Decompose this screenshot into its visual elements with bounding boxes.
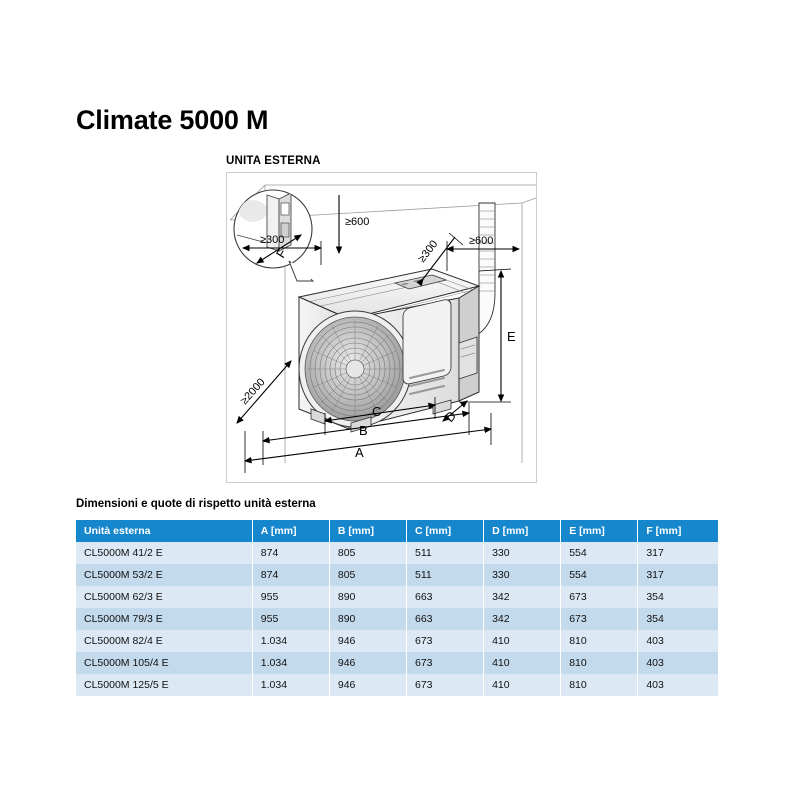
cell-d: 330: [483, 542, 562, 564]
cell-unit: CL5000M 125/5 E: [76, 674, 253, 696]
cell-c: 673: [406, 652, 485, 674]
dimensions-table: Unità esterna A [mm] B [mm] C [mm] D [mm…: [76, 520, 718, 696]
cell-f: 403: [637, 674, 718, 696]
column-header-f: F [mm]: [637, 520, 718, 542]
table-row: CL5000M 41/2 E 874 805 511 330 554 317: [76, 542, 718, 564]
cell-c: 663: [406, 608, 485, 630]
cell-c: 511: [406, 564, 485, 586]
clearance-back: [416, 232, 464, 287]
page-title: Climate 5000 M: [76, 105, 269, 135]
column-header-d: D [mm]: [483, 520, 562, 542]
table-caption: Dimensioni e quote di rispetto unità est…: [76, 498, 316, 510]
cell-d: 342: [483, 586, 562, 608]
cell-c: 663: [406, 586, 485, 608]
table-row: CL5000M 105/4 E 1.034 946 673 410 810 40…: [76, 652, 718, 674]
cell-b: 946: [329, 652, 407, 674]
clearance-front-label: ≥2000: [238, 376, 267, 407]
cell-e: 810: [560, 652, 639, 674]
clearance-front: [236, 360, 292, 424]
cell-e: 810: [560, 674, 639, 696]
outdoor-unit-body: [297, 268, 481, 433]
diagram-heading: UNITA ESTERNA: [226, 155, 321, 167]
cell-b: 805: [329, 564, 407, 586]
table-row: CL5000M 82/4 E 1.034 946 673 410 810 403: [76, 630, 718, 652]
cell-f: 403: [637, 652, 718, 674]
cell-c: 511: [406, 542, 485, 564]
cell-b: 946: [329, 630, 407, 652]
dimension-e-label: E: [507, 329, 516, 344]
dimension-b-label: B: [359, 423, 368, 438]
cell-unit: CL5000M 105/4 E: [76, 652, 253, 674]
outdoor-unit-diagram: F ≥300 ≥600 ≥300 ≥: [226, 172, 537, 483]
clearance-left: [241, 241, 323, 265]
cell-b: 890: [329, 608, 407, 630]
cell-b: 805: [329, 542, 407, 564]
cell-d: 410: [483, 652, 562, 674]
cell-e: 673: [560, 608, 639, 630]
column-header-unit: Unità esterna: [76, 520, 253, 542]
cell-a: 874: [252, 542, 330, 564]
column-header-c: C [mm]: [406, 520, 485, 542]
table-row: CL5000M 53/2 E 874 805 511 330 554 317: [76, 564, 718, 586]
cell-unit: CL5000M 53/2 E: [76, 564, 253, 586]
cell-e: 554: [560, 542, 639, 564]
cell-f: 317: [637, 564, 718, 586]
clearance-right: [445, 241, 521, 271]
cell-b: 890: [329, 586, 407, 608]
cell-a: 874: [252, 564, 330, 586]
clearance-left-label: ≥300: [260, 234, 284, 246]
cell-a: 955: [252, 586, 330, 608]
cell-b: 946: [329, 674, 407, 696]
cell-f: 317: [637, 542, 718, 564]
column-header-e: E [mm]: [560, 520, 639, 542]
cell-c: 673: [406, 630, 485, 652]
cell-d: 410: [483, 674, 562, 696]
cell-a: 1.034: [252, 652, 330, 674]
cell-c: 673: [406, 674, 485, 696]
cell-e: 554: [560, 564, 639, 586]
cell-d: 330: [483, 564, 562, 586]
cell-f: 354: [637, 608, 718, 630]
cell-f: 403: [637, 630, 718, 652]
dimension-a: [243, 413, 493, 473]
column-header-a: A [mm]: [252, 520, 330, 542]
dimensions-table-wrap: Unità esterna A [mm] B [mm] C [mm] D [mm…: [76, 520, 718, 696]
dimension-a-label: A: [355, 445, 364, 460]
cell-e: 673: [560, 586, 639, 608]
cell-unit: CL5000M 82/4 E: [76, 630, 253, 652]
clearance-top-label: ≥600: [345, 216, 369, 228]
cell-a: 1.034: [252, 630, 330, 652]
cell-d: 342: [483, 608, 562, 630]
cell-unit: CL5000M 62/3 E: [76, 586, 253, 608]
table-header-row: Unità esterna A [mm] B [mm] C [mm] D [mm…: [76, 520, 718, 542]
cell-f: 354: [637, 586, 718, 608]
cell-unit: CL5000M 79/3 E: [76, 608, 253, 630]
cell-d: 410: [483, 630, 562, 652]
dimension-c-label: C: [372, 404, 381, 419]
cell-a: 1.034: [252, 674, 330, 696]
table-row: CL5000M 62/3 E 955 890 663 342 673 354: [76, 586, 718, 608]
column-header-b: B [mm]: [329, 520, 407, 542]
cell-unit: CL5000M 41/2 E: [76, 542, 253, 564]
cell-e: 810: [560, 630, 639, 652]
table-row: CL5000M 125/5 E 1.034 946 673 410 810 40…: [76, 674, 718, 696]
table-row: CL5000M 79/3 E 955 890 663 342 673 354: [76, 608, 718, 630]
cell-a: 955: [252, 608, 330, 630]
clearance-right-label: ≥600: [469, 235, 493, 247]
